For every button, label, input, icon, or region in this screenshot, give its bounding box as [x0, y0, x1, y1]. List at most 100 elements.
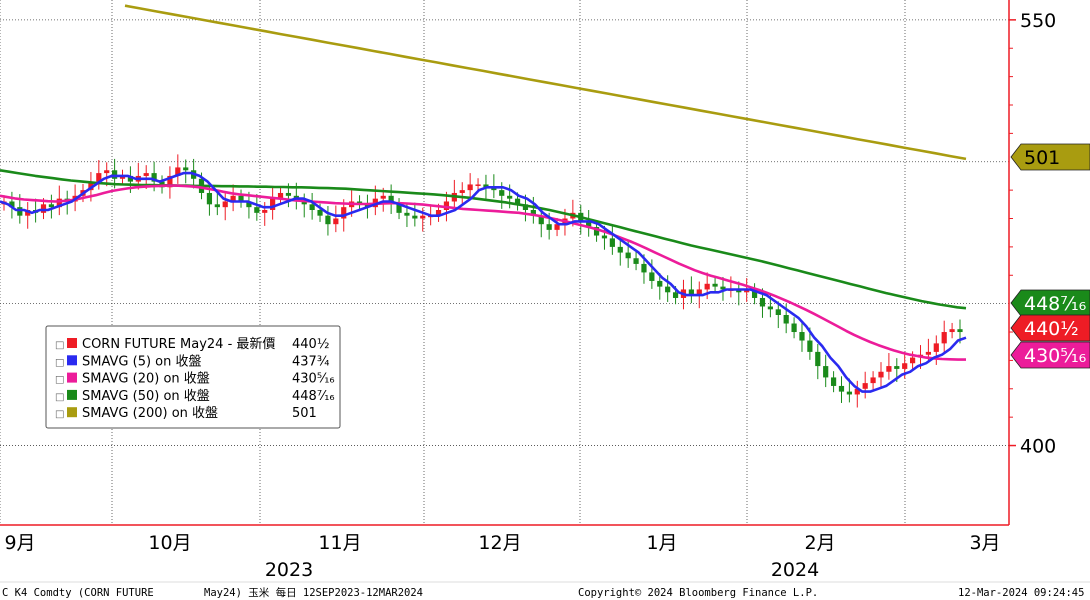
y-tick-label: 550: [1020, 10, 1056, 32]
value-tag-label: 501: [1024, 147, 1060, 169]
candle-body: [633, 258, 639, 264]
legend-label: CORN FUTURE May24 - 最新價: [82, 336, 275, 352]
candle-body: [96, 173, 102, 182]
footer-ticker: C K4 Comdty (CORN FUTURE: [2, 587, 154, 599]
candle-body: [830, 377, 837, 386]
candle-body: [799, 332, 805, 341]
candle-body: [301, 201, 307, 205]
candle-body: [625, 252, 631, 259]
footer-description: May24) 玉米 每日 12SEP2023-12MAR2024: [204, 586, 423, 599]
candle-body: [262, 210, 268, 213]
candle-body: [143, 173, 149, 176]
candle-body: [649, 272, 655, 281]
candle-body: [443, 201, 450, 210]
x-year-label: 2023: [265, 559, 313, 581]
candle-body: [404, 212, 410, 216]
candle-body: [609, 238, 615, 247]
candle-body: [886, 366, 892, 372]
candle-body: [17, 207, 23, 216]
candle-body: [222, 201, 228, 208]
legend-value: 448⁷⁄₁₆: [292, 389, 335, 404]
candle-body: [641, 263, 647, 273]
candle-body: [870, 377, 876, 384]
legend-collapse-box: □: [55, 357, 64, 368]
candle-body: [183, 167, 189, 171]
candle-body: [88, 181, 94, 191]
sma50-line: [0, 169, 967, 310]
sma20-line: [0, 184, 966, 361]
candle-body: [696, 289, 702, 296]
x-month-label: 10月: [148, 532, 191, 554]
candle-body: [333, 218, 339, 225]
candle-body: [467, 184, 473, 191]
candle-body: [341, 207, 347, 219]
candle-body: [593, 227, 600, 236]
sma5-line: [0, 171, 967, 393]
candle-body: [617, 246, 623, 253]
candle-body: [815, 351, 821, 367]
candle-body: [309, 204, 315, 210]
candle-body: [783, 315, 789, 324]
candle-body: [475, 184, 481, 186]
candle-body: [285, 192, 292, 196]
candle-body: [230, 195, 236, 202]
candle-body: [507, 195, 513, 199]
candle-body: [214, 204, 220, 208]
x-year-label: 2024: [771, 559, 819, 581]
candle-body: [823, 366, 829, 378]
candle-body: [554, 224, 560, 230]
candle-body: [522, 204, 529, 210]
candle-body: [151, 173, 157, 182]
candle-body: [846, 391, 852, 395]
candle-body: [238, 195, 244, 202]
candle-body: [546, 224, 552, 230]
candle-body: [317, 210, 323, 216]
candle-body: [688, 289, 694, 296]
candle-body: [412, 215, 418, 219]
legend-value: 437¾: [292, 354, 330, 369]
candle-body: [435, 210, 442, 216]
candle-body: [388, 195, 394, 205]
candle-body: [167, 175, 173, 188]
candle-body: [483, 184, 489, 188]
candle-body: [420, 215, 426, 219]
candle-body: [775, 309, 781, 315]
candle-body: [744, 289, 750, 293]
candle-body: [665, 286, 671, 293]
candle-body: [112, 170, 118, 179]
candle-body: [712, 283, 718, 287]
x-month-label: 11月: [318, 532, 361, 554]
footer-copyright: Copyright© 2024 Bloomberg Finance L.P.: [578, 587, 818, 599]
legend-swatch: [67, 355, 77, 366]
value-tags: 501 448⁷⁄₁₆ 440½ 430⁵⁄₁₆: [1010, 143, 1090, 369]
candle-body: [104, 170, 110, 174]
legend-swatch: [67, 338, 77, 348]
legend-value: 430⁵⁄₁₆: [292, 372, 335, 387]
candle-body: [325, 215, 331, 225]
candle-body: [530, 210, 536, 216]
value-tag: [1010, 289, 1090, 317]
legend-label: SMAVG (50) on 收盤: [82, 389, 210, 404]
candle-body: [838, 385, 845, 392]
y-tick-label: 400: [1020, 436, 1056, 458]
candle-body: [459, 190, 465, 193]
candle-body: [586, 221, 592, 228]
candle-body: [720, 286, 726, 290]
candle-body: [704, 283, 710, 290]
candle-body: [277, 192, 284, 199]
candle-body: [206, 192, 213, 205]
candle-body: [941, 332, 947, 344]
legend-label: SMAVG (5) on 收盤: [82, 354, 202, 369]
candle-body: [862, 383, 868, 389]
legend-collapse-box: □: [55, 340, 64, 351]
candle-body: [396, 204, 402, 213]
legend-swatch: [67, 389, 77, 400]
candle-body: [601, 235, 608, 239]
value-tag-label: 440½: [1024, 318, 1079, 340]
candle-body: [40, 204, 47, 213]
candle-body: [538, 215, 544, 225]
candle-body: [933, 343, 939, 352]
candle-body: [270, 198, 276, 210]
candle-body: [499, 190, 505, 196]
